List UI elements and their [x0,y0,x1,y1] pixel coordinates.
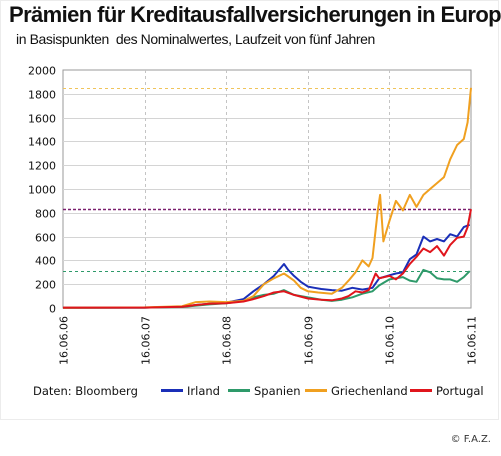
legend-item-spanien: Spanien [228,384,301,398]
legend-label-spanien: Spanien [254,384,301,398]
x-tick-label: 16.06.11 [466,316,479,365]
legend-swatch-spanien [228,389,250,392]
chart-title: Prämien für Kreditausfallversicherungen … [9,2,501,27]
legend-item-irland: Irland [161,384,220,398]
legend-label-portugal: Portugal [436,384,484,398]
y-tick-label: 1200 [28,160,56,173]
y-tick-label: 1400 [28,136,56,149]
y-tick-label: 0 [49,303,56,316]
x-tick-label: 16.06.07 [140,316,153,365]
y-tick-label: 200 [35,279,56,292]
copyright-label: © F.A.Z. [450,434,491,445]
y-tick-label: 1000 [28,184,56,197]
legend-item-griechenland: Griechenland [305,384,408,398]
legend-swatch-portugal [410,389,432,392]
y-tick-label: 1600 [28,113,56,126]
y-tick-label: 800 [35,208,56,221]
y-tick-label: 2000 [28,65,56,78]
y-tick-label: 600 [35,232,56,245]
x-tick-label: 16.06.09 [303,316,316,365]
legend-bar: Daten: Bloomberg Irland Spanien Griechen… [0,384,501,402]
figure-frame [0,0,499,420]
source-label: Daten: Bloomberg [33,384,138,398]
chart-subtitle: in Basispunkten des Nominalwertes, Laufz… [16,31,375,47]
x-tick-label: 16.06.10 [384,316,397,365]
legend-label-griechenland: Griechenland [331,384,408,398]
x-tick-label: 16.06.06 [58,316,71,365]
legend-label-irland: Irland [187,384,220,398]
legend-item-portugal: Portugal [410,384,484,398]
chart-svg: 0 200 400 600 800 1000 1200 1400 1600 1800 2000 16.… [28,65,479,365]
series-line-portugal [63,209,472,309]
y-tick-label: 1800 [28,89,56,102]
y-tick-label: 400 [35,255,56,268]
legend-swatch-irland [161,389,183,392]
series-line-griechenland [62,87,472,309]
x-tick-label: 16.06.08 [221,316,234,365]
legend-swatch-griechenland [305,389,327,392]
